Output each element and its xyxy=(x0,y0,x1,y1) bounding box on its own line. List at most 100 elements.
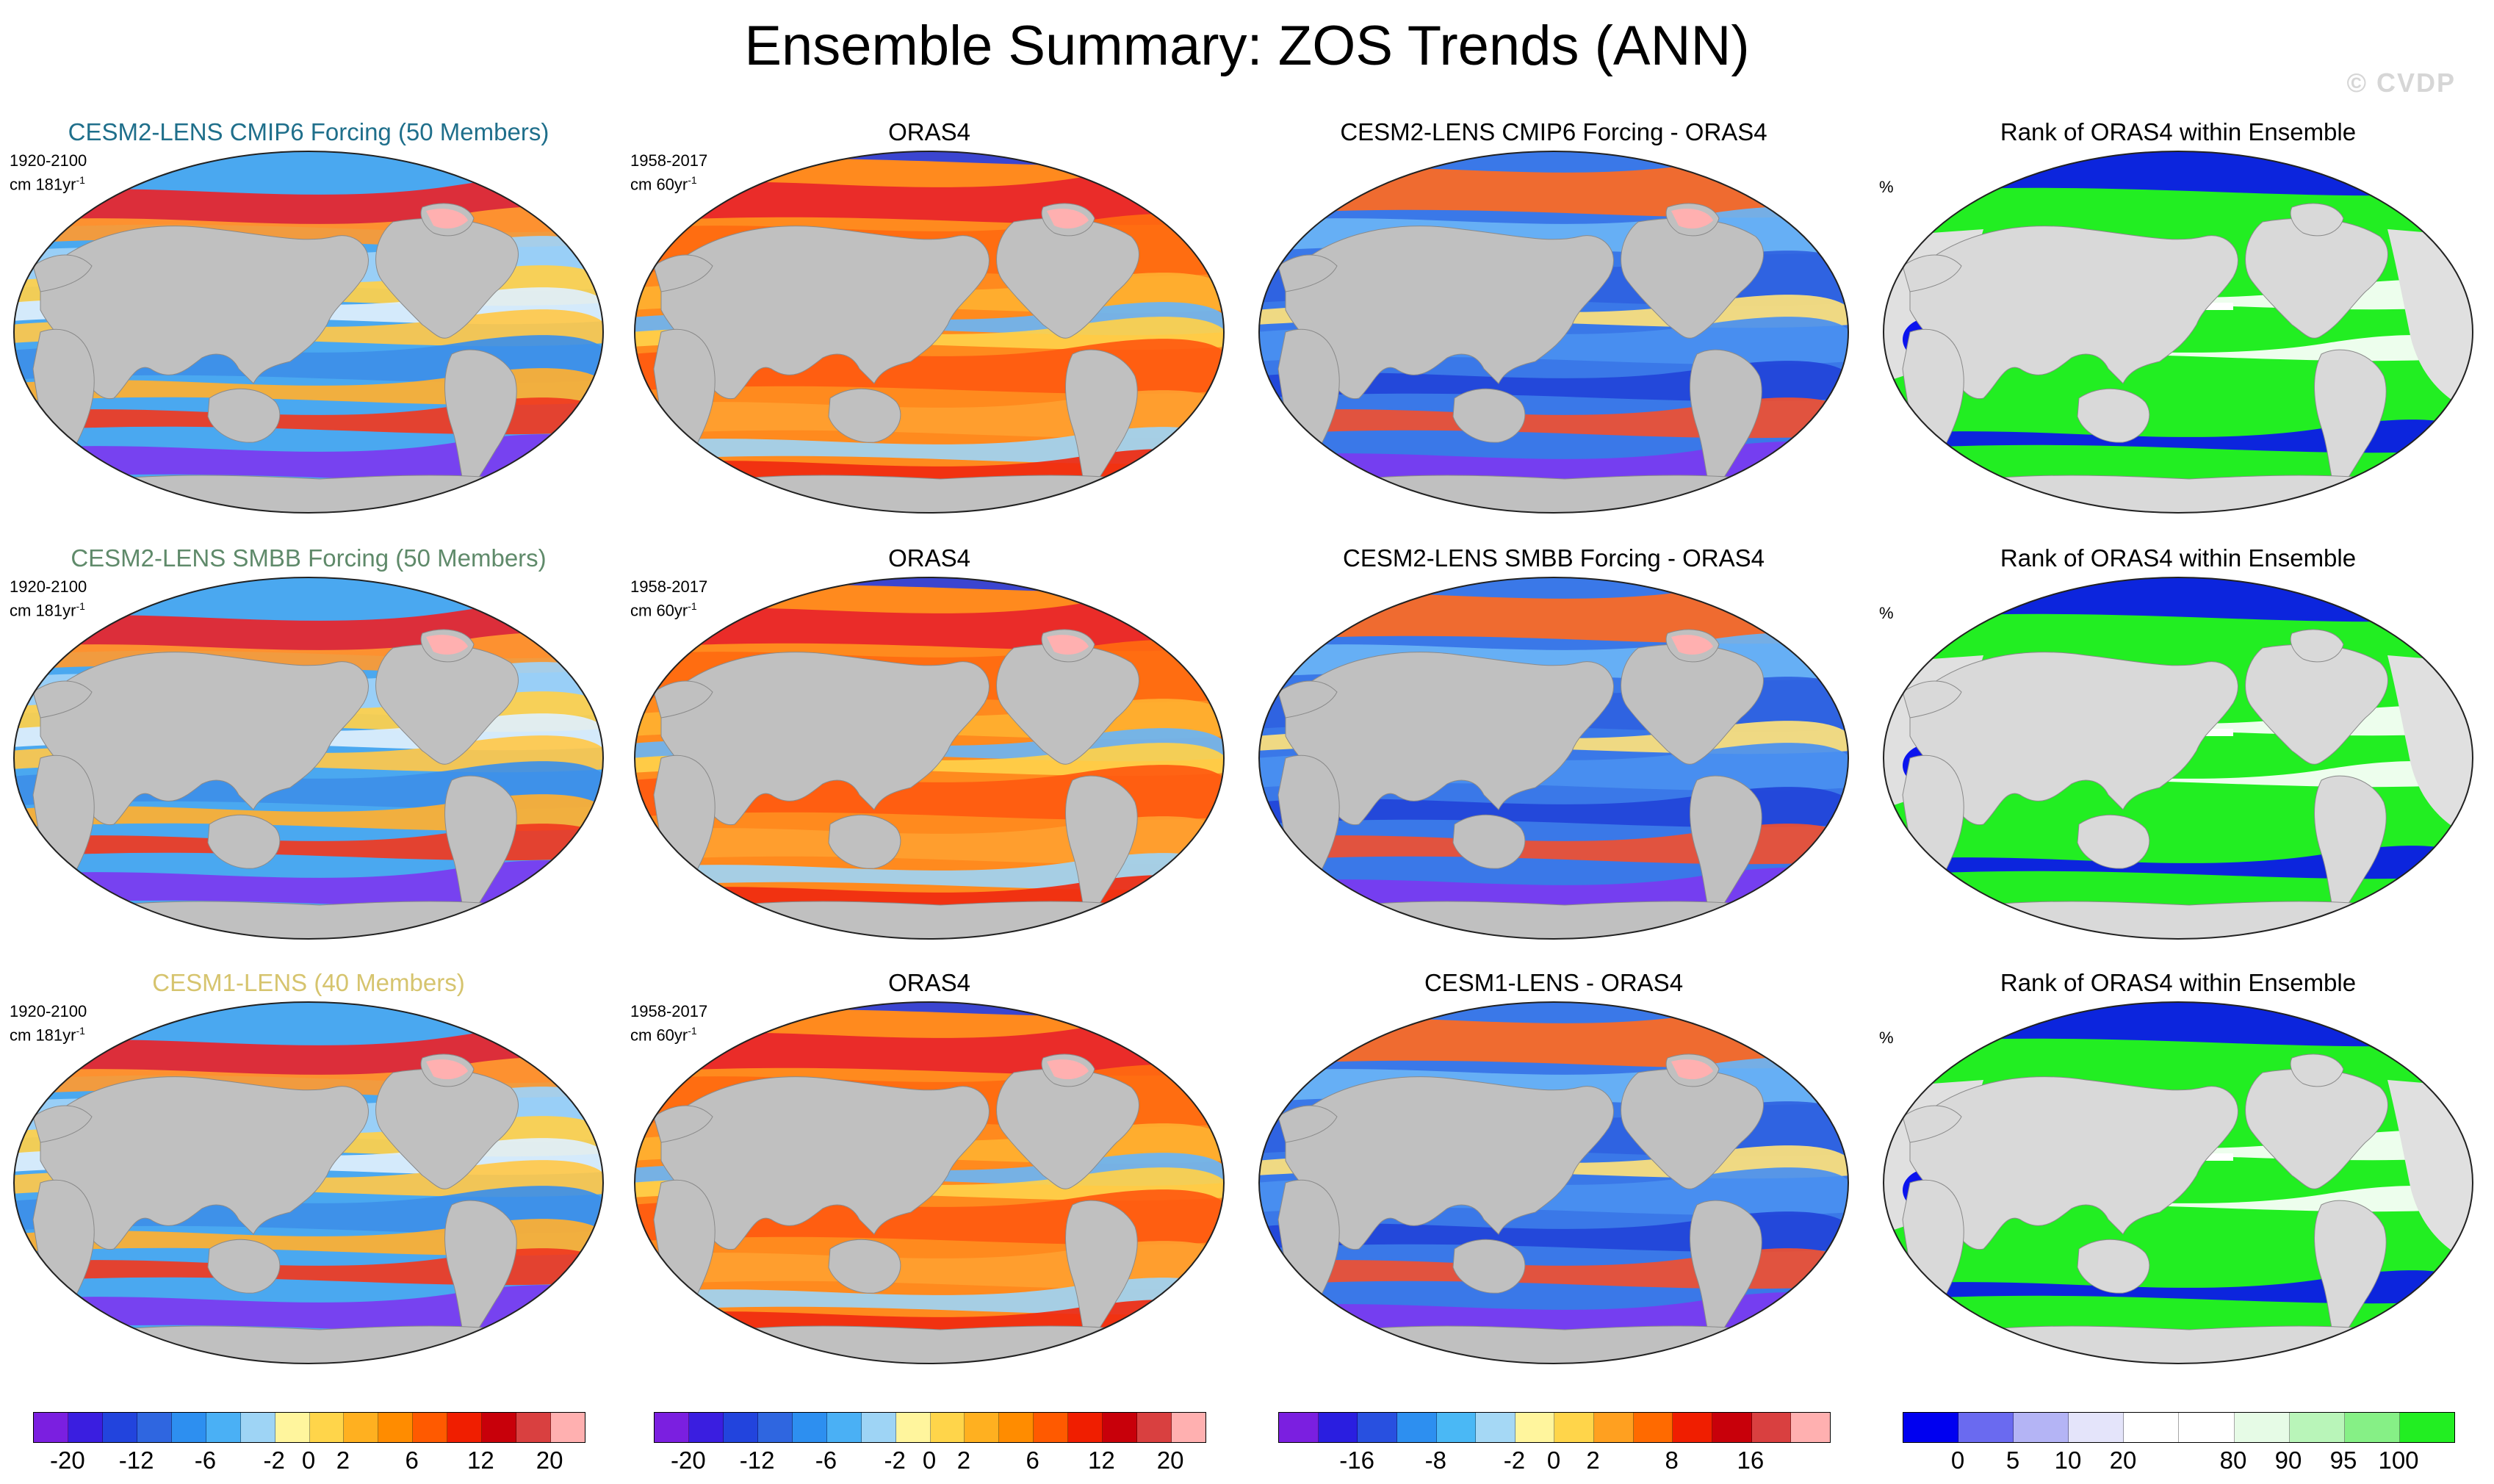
colorbar-tick-label: -20 xyxy=(671,1447,706,1474)
colorbar-tick-label: 5 xyxy=(2005,1447,2020,1474)
ens-trend-map xyxy=(13,151,604,514)
cvdp-watermark: © CVDP xyxy=(2346,68,2456,98)
colorbar-swatch xyxy=(792,1413,827,1442)
colorbar-swatch xyxy=(1554,1413,1595,1442)
trend-units-label: cm 181yr-1 xyxy=(10,1025,85,1045)
colorbar xyxy=(33,1412,585,1443)
colorbar-tick-label: -2 xyxy=(1503,1447,1526,1474)
colorbar-swatch xyxy=(1903,1413,1959,1442)
colorbar-tick-label: 0 xyxy=(922,1447,937,1474)
rank-units-label: % xyxy=(1879,1029,1894,1047)
colorbar-tick-label: 90 xyxy=(2274,1447,2302,1474)
colorbar-tick-label: -12 xyxy=(118,1447,154,1474)
colorbar xyxy=(1903,1412,2455,1443)
colorbar-tick-label: 100 xyxy=(2378,1447,2419,1474)
colorbar-swatch xyxy=(1034,1413,1069,1442)
colorbar-swatch xyxy=(413,1413,448,1442)
diff-panel-title: CESM2-LENS SMBB Forcing - ORAS4 xyxy=(1343,544,1765,572)
ens-trend-map xyxy=(13,577,604,940)
colorbar-swatch xyxy=(1358,1413,1397,1442)
colorbar-swatch xyxy=(1476,1413,1515,1442)
colorbar-swatch xyxy=(275,1413,310,1442)
rank-panel-title: Rank of ORAS4 within Ensemble xyxy=(2000,118,2357,145)
figure-title: Ensemble Summary: ZOS Trends (ANN) xyxy=(744,15,1750,77)
colorbar-tick-label: -8 xyxy=(1424,1447,1446,1474)
colorbar-swatch xyxy=(688,1413,724,1442)
trend-period-label: 1958-2017 xyxy=(630,1002,708,1020)
colorbar-swatch xyxy=(206,1413,241,1442)
colorbar-swatch xyxy=(757,1413,793,1442)
colorbar-tick-label: 20 xyxy=(536,1447,563,1474)
colorbar-tick-label: 20 xyxy=(2109,1447,2137,1474)
colorbar-tick-label: 2 xyxy=(1586,1447,1600,1474)
colorbar-tick-label: 0 xyxy=(1950,1447,1965,1474)
obs-panel-title: ORAS4 xyxy=(888,969,970,996)
colorbar-tick-label: 12 xyxy=(467,1447,494,1474)
colorbar-swatch xyxy=(2124,1413,2180,1442)
colorbar-swatch xyxy=(1068,1413,1103,1442)
colorbar-swatch xyxy=(1712,1413,1752,1442)
trend-units-label: cm 181yr-1 xyxy=(10,600,85,620)
diff-trend-map xyxy=(1258,1001,1849,1364)
colorbar-swatch xyxy=(895,1413,931,1442)
colorbar-swatch xyxy=(2069,1413,2124,1442)
ens-trend-map xyxy=(13,1001,604,1364)
colorbar-tick-label: 2 xyxy=(956,1447,971,1474)
colorbar-swatch xyxy=(723,1413,758,1442)
colorbar-tick-label: 80 xyxy=(2219,1447,2247,1474)
colorbar-swatch xyxy=(482,1413,517,1442)
colorbar-swatch xyxy=(1751,1413,1792,1442)
colorbar-tick-label: -16 xyxy=(1339,1447,1374,1474)
colorbar xyxy=(1278,1412,1831,1443)
trend-period-label: 1920-2100 xyxy=(10,577,87,596)
colorbar-swatch xyxy=(171,1413,206,1442)
colorbar-swatch xyxy=(1633,1413,1673,1442)
colorbar-swatch xyxy=(1673,1413,1713,1442)
colorbar-tick-label: 6 xyxy=(1026,1447,1039,1474)
colorbar-swatch xyxy=(102,1413,137,1442)
obs-trend-map xyxy=(634,577,1225,940)
colorbar-swatch xyxy=(1594,1413,1634,1442)
colorbar-tick-label: 0 xyxy=(301,1447,316,1474)
colorbar-swatch xyxy=(551,1413,585,1442)
colorbar-swatch xyxy=(516,1413,552,1442)
colorbar-swatch xyxy=(1279,1413,1319,1442)
colorbar-swatch xyxy=(1436,1413,1477,1442)
colorbar-tick-label: 0 xyxy=(1546,1447,1561,1474)
colorbar-tick-label: -12 xyxy=(739,1447,775,1474)
colorbar-swatch xyxy=(68,1413,103,1442)
colorbar-swatch xyxy=(1318,1413,1358,1442)
colorbar-tick-label: 12 xyxy=(1088,1447,1115,1474)
rank-trend-map xyxy=(1883,577,2473,940)
rank-units-label: % xyxy=(1879,178,1894,196)
trend-units-label: cm 60yr-1 xyxy=(630,1025,697,1045)
obs-panel-title: ORAS4 xyxy=(888,118,970,145)
rank-trend-map xyxy=(1883,1001,2473,1364)
colorbar-swatch xyxy=(378,1413,414,1442)
colorbar-swatch xyxy=(1515,1413,1555,1442)
colorbar-swatch xyxy=(137,1413,172,1442)
diff-panel-title: CESM1-LENS - ORAS4 xyxy=(1424,969,1684,996)
colorbar-swatch xyxy=(240,1413,275,1442)
colorbar-swatch xyxy=(2289,1413,2345,1442)
ensemble-panel-title: CESM1-LENS (40 Members) xyxy=(152,969,465,996)
trend-period-label: 1920-2100 xyxy=(10,151,87,170)
colorbar-tick-label: -6 xyxy=(194,1447,217,1474)
obs-panel-title: ORAS4 xyxy=(888,544,970,572)
colorbar-swatch xyxy=(34,1413,68,1442)
colorbar-swatch xyxy=(2234,1413,2290,1442)
trend-period-label: 1958-2017 xyxy=(630,577,708,596)
trend-period-label: 1958-2017 xyxy=(630,151,708,170)
colorbar-swatch xyxy=(2014,1413,2069,1442)
rank-units-label: % xyxy=(1879,604,1894,622)
colorbar-swatch xyxy=(965,1413,1000,1442)
colorbar-swatch xyxy=(1396,1413,1437,1442)
trend-period-label: 1920-2100 xyxy=(10,1002,87,1020)
colorbar-swatch xyxy=(2344,1413,2400,1442)
colorbar-tick-label: 6 xyxy=(405,1447,419,1474)
colorbar-swatch xyxy=(999,1413,1034,1442)
colorbar-tick-label: -2 xyxy=(263,1447,285,1474)
colorbar-tick-label: 2 xyxy=(336,1447,350,1474)
obs-trend-map xyxy=(634,1001,1225,1364)
colorbar-tick-label: 20 xyxy=(1156,1447,1184,1474)
